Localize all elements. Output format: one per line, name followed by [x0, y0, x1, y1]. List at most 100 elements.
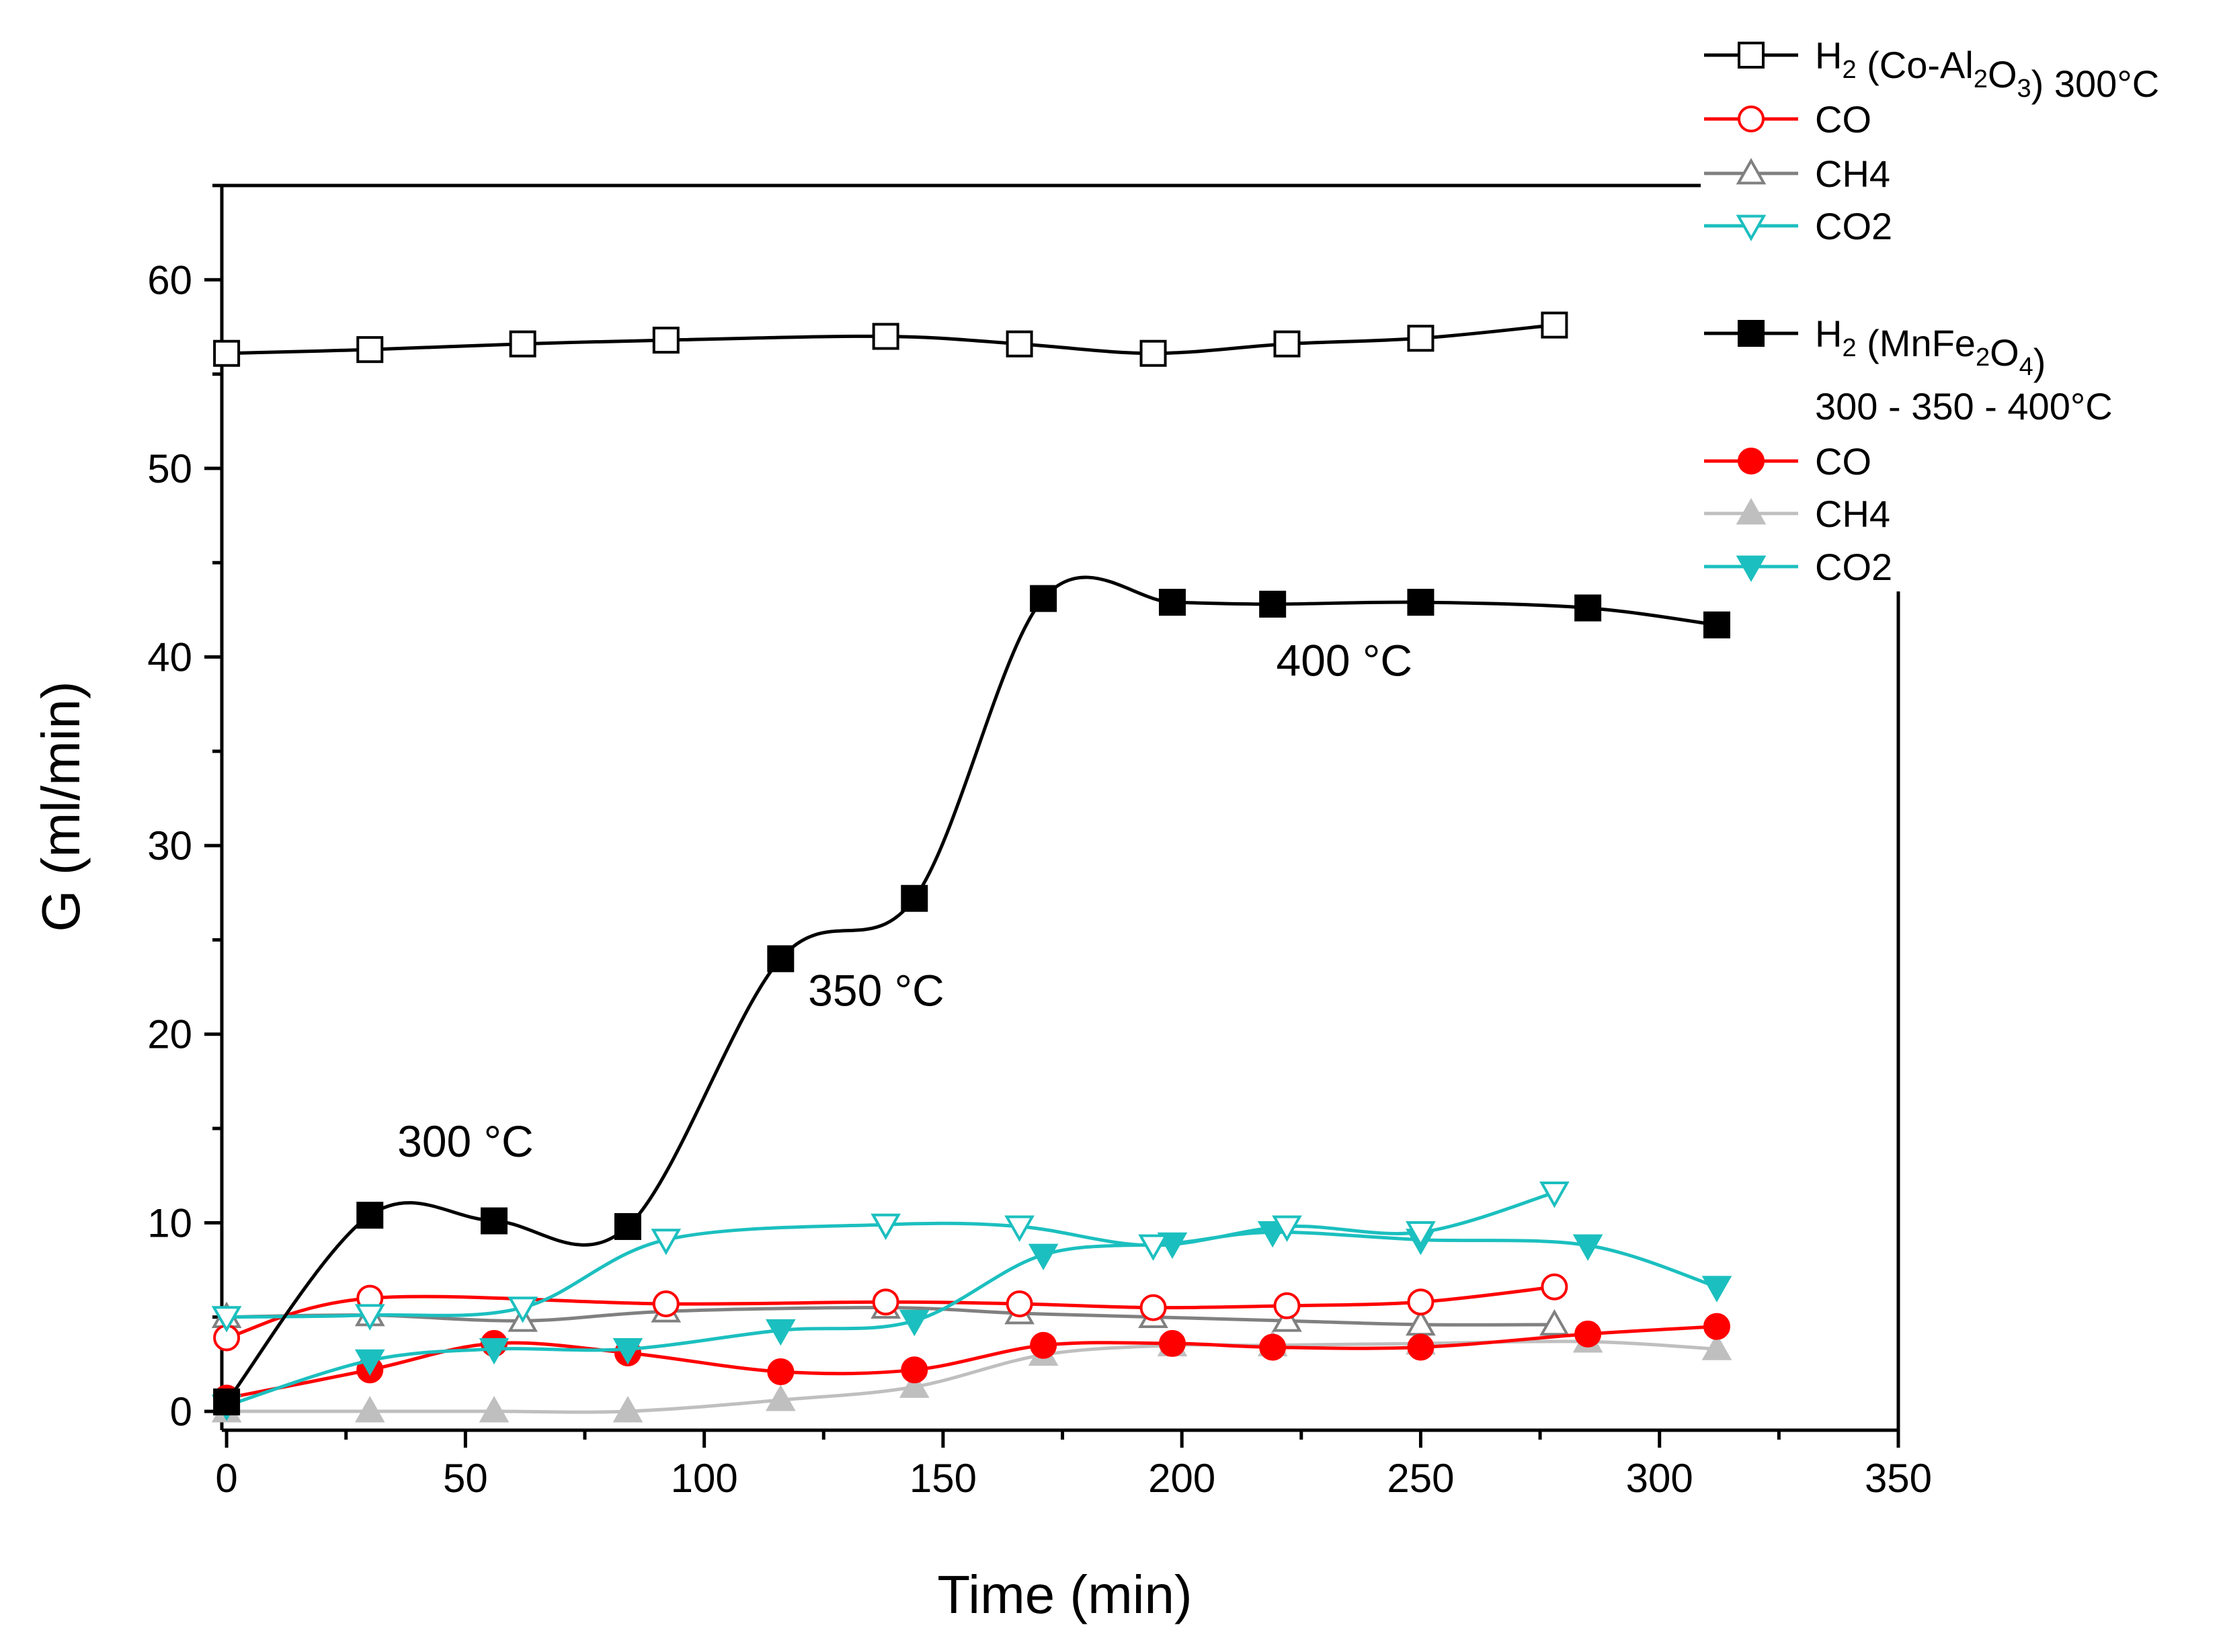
data-point: [354, 1349, 385, 1376]
legend-marker: [1736, 158, 1767, 185]
legend-marker: [1736, 498, 1767, 525]
legend-entry: CH4: [1704, 493, 1890, 535]
data-point: [1273, 1292, 1301, 1319]
data-point: [508, 1296, 538, 1323]
temperature-annotation: 300 °C: [397, 1116, 534, 1166]
legend-subscript: 2: [1842, 56, 1856, 84]
data-point: [1407, 1333, 1434, 1361]
data-point: [1139, 339, 1167, 367]
data-point: [1273, 330, 1301, 358]
x-tick-label: 100: [671, 1456, 738, 1501]
x-tick-label: 350: [1865, 1456, 1932, 1501]
temperature-annotation: 350 °C: [808, 966, 944, 1016]
data-point: [479, 1337, 510, 1365]
data-point: [1407, 325, 1434, 352]
data-point: [213, 1388, 241, 1415]
data-point: [356, 336, 384, 364]
data-point: [1539, 1309, 1570, 1336]
x-axis-title: Time (min): [937, 1565, 1192, 1624]
series-0: [213, 311, 1568, 367]
data-point: [1407, 1288, 1434, 1316]
data-point: [1701, 1333, 1732, 1360]
legend-entry: H2 (MnFe2O4): [1704, 313, 2046, 383]
temperature-annotation: 400 °C: [1277, 636, 1413, 686]
legend-text-part: (MnFe: [1857, 322, 1976, 364]
data-point: [1701, 1276, 1732, 1303]
data-point: [1574, 1320, 1602, 1348]
data-point: [211, 1306, 242, 1333]
legend-label: CO: [1815, 98, 1871, 140]
data-point: [765, 1319, 796, 1346]
series-1: [213, 1273, 1568, 1352]
legend-text-part: ) 300°C: [2031, 63, 2159, 105]
data-point: [1539, 1182, 1570, 1208]
legend-text-part: CO2: [1815, 205, 1892, 247]
x-tick-label: 50: [443, 1456, 488, 1501]
y-tick-label: 20: [147, 1012, 192, 1057]
data-point: [1259, 1333, 1287, 1361]
legend-label: H2 (MnFe2O4): [1815, 313, 2046, 383]
legend-entry: CO: [1704, 98, 1871, 140]
legend-text-part: (Co-Al: [1857, 44, 1974, 86]
x-tick-label: 250: [1387, 1456, 1454, 1501]
legend-entry: H2 (Co-Al2O3) 300°C: [1704, 34, 2159, 105]
data-point: [871, 1213, 901, 1241]
legend-subscript: 2: [1842, 334, 1856, 362]
data-point: [1158, 1329, 1186, 1357]
data-point: [872, 1288, 899, 1316]
data-point: [612, 1337, 643, 1365]
y-tick-label: 60: [147, 257, 192, 302]
data-point: [1407, 589, 1434, 616]
data-point: [1030, 585, 1057, 612]
data-point: [765, 1385, 796, 1411]
legend-text-part: CH4: [1815, 153, 1890, 195]
legend-marker: [1738, 42, 1765, 69]
data-point: [1541, 311, 1568, 339]
legend-text-part: CO: [1815, 98, 1871, 140]
legend-label: 300 - 350 - 400°C: [1815, 385, 2113, 427]
ticks-layer: 0 50 100 150 200 250 300 350 0 10 20 30 40 50 60: [147, 183, 1932, 1501]
legend-text-part: O: [1990, 331, 2019, 374]
data-point: [901, 884, 928, 912]
y-tick-label: 0: [170, 1389, 192, 1434]
data-point: [1703, 1313, 1730, 1340]
x-tick-label: 200: [1148, 1456, 1215, 1501]
data-point: [1158, 589, 1186, 616]
series-line: [227, 1191, 1555, 1319]
legend-marker: [1736, 555, 1767, 582]
data-point: [1138, 1234, 1168, 1261]
legend-text-part: CO2: [1815, 546, 1892, 588]
x-tick-label: 150: [910, 1456, 977, 1501]
data-point: [652, 1290, 680, 1317]
data-point: [1006, 330, 1033, 358]
data-point: [509, 330, 536, 358]
legend-label: CO2: [1815, 205, 1892, 247]
y-tick-label: 10: [147, 1200, 192, 1245]
series-5: [213, 1313, 1730, 1412]
legend-text-part: 300 - 350 - 400°C: [1815, 385, 2113, 427]
data-point: [1541, 1273, 1568, 1300]
legend-entry: CO2: [1704, 205, 1892, 247]
y-tick-label: 30: [147, 823, 192, 868]
data-point: [1703, 611, 1730, 638]
data-point: [1004, 1215, 1035, 1242]
series-line: [225, 575, 1717, 1403]
legend-text-part: CH4: [1815, 493, 1890, 535]
data-point: [899, 1309, 930, 1337]
series-3: [211, 1182, 1570, 1333]
legend-entry: CO2: [1704, 546, 1892, 588]
data-point: [479, 1395, 510, 1423]
data-point: [612, 1395, 643, 1423]
legend-text-part: CO: [1815, 440, 1871, 483]
legend-text-part: ): [2033, 341, 2046, 383]
data-point: [354, 1395, 385, 1423]
legend-label: CO2: [1815, 546, 1892, 588]
legend-background: [1701, 20, 2171, 591]
legend-text-part: O: [1988, 53, 2017, 95]
legend-label: CH4: [1815, 493, 1890, 535]
annotations: 300 °C 350 °C 400 °C: [397, 636, 1412, 1167]
data-point: [1272, 1305, 1302, 1332]
series-line: [227, 1339, 1717, 1414]
